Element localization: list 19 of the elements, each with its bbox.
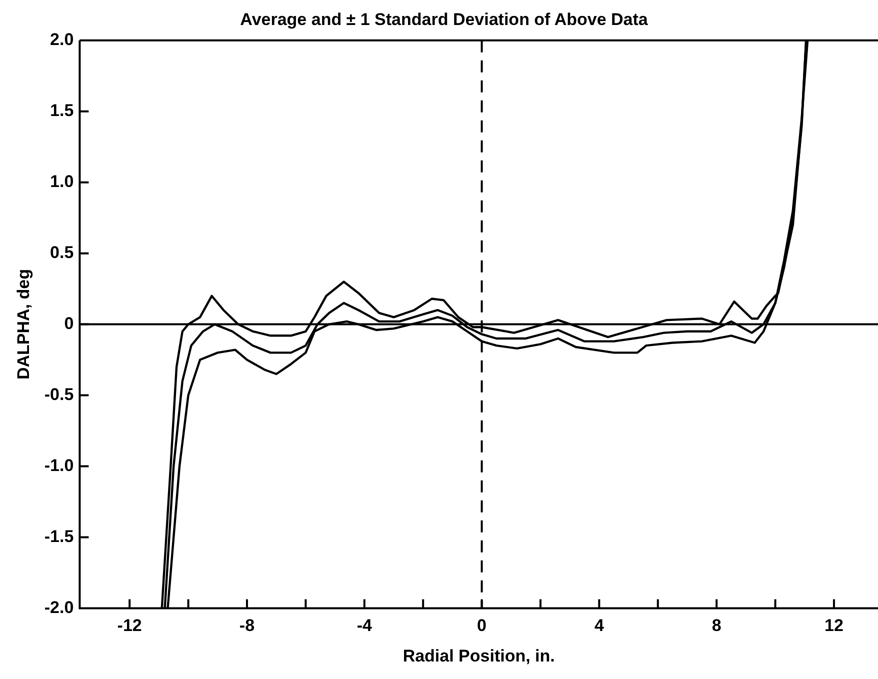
y-tick-label: -1.0 <box>44 456 74 475</box>
x-tick-label: 0 <box>477 616 487 636</box>
y-tick-label: -1.5 <box>44 526 74 546</box>
x-tick-label: -12 <box>117 616 142 636</box>
y-tick-label: 2.0 <box>50 30 74 50</box>
x-axis-title: Radial Position, in. <box>402 646 555 666</box>
y-tick-label: 0 <box>64 314 74 333</box>
y-tick-label: 1.5 <box>50 101 74 120</box>
y-tick-label: -0.5 <box>44 384 74 404</box>
chart-title: Average and ± 1 Standard Deviation of Above Data <box>240 10 648 29</box>
y-tick-label: 1.0 <box>50 172 74 192</box>
x-tick-label: 12 <box>824 616 844 636</box>
y-axis-title: DALPHA, deg <box>14 269 33 380</box>
x-tick-label: -4 <box>356 616 372 636</box>
y-tick-label: 0.5 <box>50 243 74 262</box>
x-tick-label: -8 <box>239 616 255 636</box>
x-tick-label: 4 <box>594 616 604 636</box>
y-tick-label: -2.0 <box>44 598 74 617</box>
x-tick-label: 8 <box>712 616 722 636</box>
